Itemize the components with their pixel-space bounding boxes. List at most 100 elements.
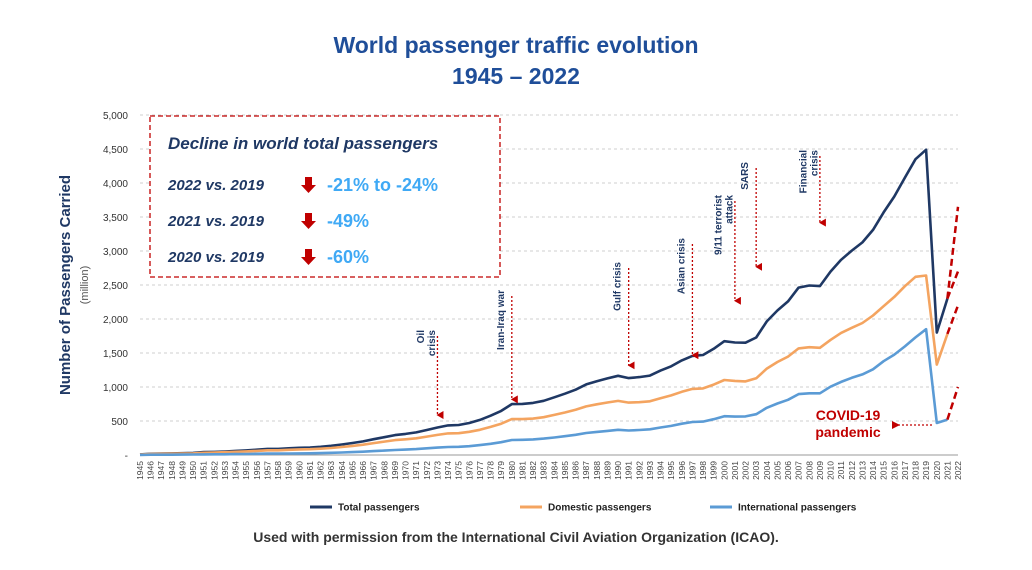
decline-row-label: 2021 vs. 2019	[167, 213, 265, 230]
x-tick-label: 1992	[634, 461, 644, 480]
y-tick-label: 3,500	[103, 213, 128, 224]
y-tick-label: -	[125, 451, 128, 462]
y-tick-label: 2,500	[103, 281, 128, 292]
x-tick-label: 1970	[401, 461, 411, 480]
x-tick-label: 1982	[528, 461, 538, 480]
y-tick-label: 1,500	[103, 349, 128, 360]
x-tick-label: 2011	[836, 461, 846, 480]
x-tick-label: 1986	[571, 461, 581, 480]
y-axis-unit: (million)	[79, 266, 91, 305]
x-tick-label: 2006	[783, 461, 793, 480]
y-tick-label: 500	[111, 417, 128, 428]
event-label: Iran-Iraq war	[496, 290, 507, 350]
x-tick-label: 2002	[741, 461, 751, 480]
decline-row-value: -49%	[327, 211, 369, 231]
x-tick-label: 2004	[762, 461, 772, 480]
y-tick-label: 3,000	[103, 247, 128, 258]
legend-label: Domestic passengers	[548, 503, 652, 514]
x-tick-label: 1974	[443, 461, 453, 480]
x-tick-label: 1962	[316, 461, 326, 480]
x-tick-label: 1988	[592, 461, 602, 480]
decline-box	[149, 115, 501, 278]
x-tick-label: 1991	[624, 461, 634, 480]
x-tick-label: 1961	[305, 461, 315, 480]
x-tick-label: 1969	[390, 461, 400, 480]
x-tick-label: 1996	[677, 461, 687, 480]
x-tick-label: 2020	[932, 461, 942, 480]
x-tick-label: 1951	[199, 461, 209, 480]
x-tick-label: 2016	[889, 461, 899, 480]
y-tick-label: 4,000	[103, 179, 128, 190]
y-tick-label: 5,000	[103, 111, 128, 122]
x-tick-label: 1987	[581, 461, 591, 480]
chart-subtitle: 1945 – 2022	[452, 63, 580, 89]
event-label: attack	[724, 195, 735, 224]
event-label: Financial	[798, 150, 809, 194]
x-tick-label: 2013	[857, 461, 867, 480]
x-tick-label: 1966	[358, 461, 368, 480]
x-tick-label: 1979	[496, 461, 506, 480]
x-tick-label: 2017	[900, 461, 910, 480]
decline-box-title: Decline in world total passengers	[168, 134, 438, 153]
x-tick-label: 1964	[337, 461, 347, 480]
event-label: 9/11 terrorist	[713, 194, 724, 255]
x-tick-label: 1950	[188, 461, 198, 480]
x-tick-label: 2008	[804, 461, 814, 480]
x-tick-label: 1960	[294, 461, 304, 480]
y-tick-label: 1,000	[103, 383, 128, 394]
x-tick-label: 2001	[730, 461, 740, 480]
chart-title-block: World passenger traffic evolution 1945 –…	[0, 30, 1032, 92]
x-tick-label: 2010	[826, 461, 836, 480]
event-label: Asian crisis	[676, 238, 687, 295]
y-axis-label: Number of Passengers Carried	[57, 175, 74, 395]
decline-row-value: -21% to -24%	[327, 175, 438, 195]
x-tick-label: 1976	[464, 461, 474, 480]
x-tick-label: 1994	[656, 461, 666, 480]
x-tick-label: 1973	[432, 461, 442, 480]
x-tick-label: 1957	[262, 461, 272, 480]
x-tick-label: 1967	[369, 461, 379, 480]
x-tick-label: 2005	[772, 461, 782, 480]
y-tick-label: 4,500	[103, 145, 128, 156]
x-tick-label: 1972	[422, 461, 432, 480]
x-tick-label: 1998	[698, 461, 708, 480]
x-tick-label: 2000	[719, 461, 729, 480]
event-label: crisis	[809, 150, 820, 177]
x-tick-label: 1971	[411, 461, 421, 480]
down-arrow-icon	[301, 177, 316, 193]
x-tick-label: 2021	[942, 461, 952, 480]
x-tick-label: 2007	[794, 461, 804, 480]
x-tick-label: 2009	[815, 461, 825, 480]
x-tick-label: 1995	[666, 461, 676, 480]
series-line-domestic	[139, 274, 949, 456]
x-tick-label: 1993	[645, 461, 655, 480]
x-tick-label: 1949	[177, 461, 187, 480]
x-tick-label: 2022	[953, 461, 963, 480]
event-label: Oil	[416, 330, 427, 344]
x-tick-label: 1968	[379, 461, 389, 480]
x-tick-label: 1985	[560, 461, 570, 480]
series-line-international	[139, 327, 948, 457]
x-tick-label: 1975	[454, 461, 464, 480]
x-tick-label: 1978	[486, 461, 496, 480]
caption: Used with permission from the Internatio…	[253, 529, 779, 545]
series-line-total	[139, 148, 949, 456]
x-tick-label: 1999	[709, 461, 719, 480]
x-tick-label: 1963	[326, 461, 336, 480]
x-tick-label: 1983	[539, 461, 549, 480]
x-tick-label: 2015	[879, 461, 889, 480]
x-tick-label: 2012	[847, 461, 857, 480]
x-tick-label: 2018	[911, 461, 921, 480]
event-label: Gulf crisis	[613, 262, 624, 311]
y-tick-label: 2,000	[103, 315, 128, 326]
x-tick-label: 1945	[135, 461, 145, 480]
projection-line-international	[946, 386, 960, 421]
decline-row-value: -60%	[327, 247, 369, 267]
x-tick-label: 1948	[167, 461, 177, 480]
x-tick-label: 1980	[507, 461, 517, 480]
decline-row-label: 2020 vs. 2019	[167, 249, 265, 266]
down-arrow-icon	[301, 213, 316, 229]
x-tick-label: 2003	[751, 461, 761, 480]
x-tick-label: 1965	[347, 461, 357, 480]
projection-line-total-high	[946, 206, 960, 299]
